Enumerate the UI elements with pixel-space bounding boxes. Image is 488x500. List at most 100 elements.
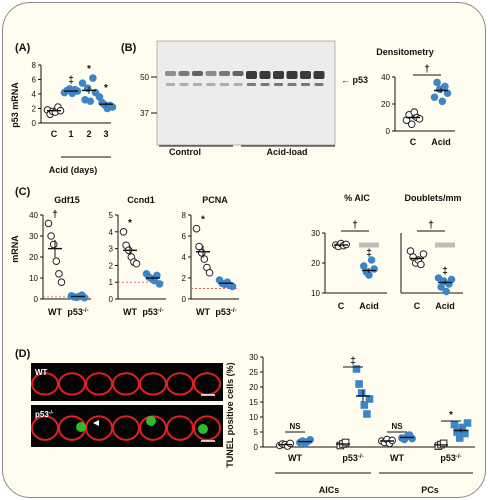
pcna-p53-point bbox=[228, 282, 237, 291]
panel-label-d: (D) bbox=[15, 348, 31, 360]
micrograph-cell bbox=[193, 415, 221, 441]
tunel-y-tick-label: 30 bbox=[249, 353, 258, 362]
ccnd1-x-label-wt: WT bbox=[123, 307, 137, 317]
blot-band bbox=[259, 71, 271, 79]
panel-a-y-tick-label: 4 bbox=[32, 90, 37, 99]
panel-a-y-tick-label: 8 bbox=[32, 61, 37, 70]
doublets-C-point bbox=[417, 260, 425, 269]
densitometry-y-tick-label: 40 bbox=[381, 73, 390, 82]
tunel-significance-label: * bbox=[449, 410, 453, 421]
gdf15-x-label-ko: p53-/- bbox=[67, 307, 88, 317]
gdf15-WT-point bbox=[57, 278, 66, 287]
blot-band-lower bbox=[233, 83, 243, 86]
pcna-title: PCNA bbox=[202, 195, 228, 205]
micrograph-tunel-nucleus bbox=[198, 424, 208, 434]
tunel-x-label-ko: p53-/- bbox=[440, 453, 461, 463]
doublets-title: Doublets/mm bbox=[404, 193, 461, 203]
gdf15-WT-point bbox=[44, 219, 53, 228]
tunel-PCs-p53-Acid-point bbox=[463, 419, 472, 427]
aic-x-tick-label: Acid bbox=[359, 301, 379, 311]
aic-marker-top: † bbox=[352, 220, 358, 231]
blot-label-p53: ← p53 bbox=[341, 75, 368, 85]
pcna-WT-point bbox=[192, 224, 201, 233]
gdf15-WT-point bbox=[55, 270, 63, 278]
blot-band-lower bbox=[260, 83, 270, 86]
tunel-y-tick-label: 15 bbox=[249, 398, 258, 407]
pcna-y-tick-label: 0 bbox=[182, 295, 187, 304]
ccnd1-y-tick-label: 5 bbox=[109, 211, 114, 220]
tunel-y-tick-label: 25 bbox=[249, 368, 258, 377]
pcna-marker: * bbox=[201, 215, 205, 226]
tunel-x-label-wt: WT bbox=[390, 453, 404, 463]
pcna-x-label-wt: WT bbox=[196, 307, 210, 317]
doublets-marker-acid: ‡ bbox=[442, 266, 448, 277]
micrograph-label-ko: p53-/- bbox=[35, 410, 54, 419]
aic-marker-acid: ‡ bbox=[366, 248, 372, 259]
aic-Acid-point bbox=[370, 265, 379, 273]
blot-band-lower bbox=[274, 83, 283, 86]
micrograph-tunel-nucleus bbox=[146, 416, 156, 426]
aic-wt-reference-bar bbox=[359, 242, 379, 248]
pcna-y-tick-label: 2 bbox=[182, 274, 187, 283]
blot-band bbox=[246, 71, 257, 79]
pcna-y-tick-label: 4 bbox=[182, 253, 187, 262]
blot-band bbox=[300, 71, 311, 79]
densitometry-y-tick-label: 0 bbox=[386, 127, 391, 136]
gdf15-WT-point bbox=[47, 232, 55, 240]
pcna-y-tick-label: 8 bbox=[182, 211, 187, 220]
blot-band bbox=[178, 71, 190, 76]
densitometry-y-tick-label: 20 bbox=[381, 100, 390, 109]
blot-band bbox=[205, 71, 217, 76]
panel-a-2-point bbox=[78, 79, 87, 87]
blot-mw-50: 50 bbox=[140, 73, 149, 82]
tunel-PCs-WT-Acid-point bbox=[408, 434, 417, 443]
blot-membrane bbox=[156, 40, 336, 146]
blot-band bbox=[273, 71, 284, 79]
ccnd1-y-tick-label: 1 bbox=[109, 278, 114, 287]
panel-label-c: (C) bbox=[15, 186, 31, 198]
panel-a-ylabel: p53 mRNA bbox=[10, 82, 20, 128]
tunel-PCs-p53-C-point bbox=[439, 439, 448, 448]
tunel-significance-label: NS bbox=[289, 422, 301, 431]
pcna-WT-point bbox=[205, 268, 214, 277]
gdf15-y-tick-label: 40 bbox=[29, 211, 38, 220]
densitometry-x-tick-label: C bbox=[410, 137, 417, 147]
tunel-significance-label: ‡ bbox=[350, 356, 356, 367]
tunel-AICs-p53-Acid-point bbox=[360, 401, 369, 409]
ccnd1-y-tick-label: 3 bbox=[109, 245, 114, 254]
gdf15-p53-point bbox=[80, 293, 89, 302]
tunel-group-aics: AICs bbox=[319, 485, 340, 495]
blot-band-lower bbox=[179, 83, 189, 86]
blot-band bbox=[286, 71, 298, 79]
pcna-y-tick-label: 6 bbox=[182, 232, 187, 241]
panel-a-significance-marker: * bbox=[87, 64, 91, 75]
tunel-AICs-WT-C-point bbox=[286, 439, 295, 448]
gdf15-WT-point bbox=[49, 240, 58, 249]
panel-a-x-tick-label: C bbox=[51, 129, 58, 139]
ccnd1-WT-point bbox=[119, 228, 128, 236]
densitometry-C-point bbox=[415, 115, 424, 123]
panel-a-xlabel: Acid (days) bbox=[49, 165, 98, 175]
doublets-wt-reference-bar bbox=[435, 242, 455, 248]
ccnd1-x-label-ko: p53-/- bbox=[142, 307, 163, 317]
blot-band-lower bbox=[314, 83, 324, 86]
panel-a-2-point bbox=[89, 74, 97, 82]
figure-canvas: (A) (B) (C) (D) p53 mRNA Acid (days) Con… bbox=[10, 40, 475, 495]
gdf15-y-tick-label: 20 bbox=[29, 253, 38, 262]
micrograph-label-wt: WT bbox=[35, 368, 48, 377]
panel-c-ylabel: mRNA bbox=[10, 235, 20, 263]
tunel-significance-label: NS bbox=[391, 422, 403, 431]
pcna-WT-point bbox=[200, 255, 209, 263]
tunel-x-label-ko: p53-/- bbox=[342, 453, 363, 463]
tunel-y-tick-label: 10 bbox=[249, 413, 258, 422]
panel-a-significance-marker: ‡ bbox=[68, 75, 74, 86]
gdf15-marker: † bbox=[52, 209, 58, 220]
doublets-C-point bbox=[419, 250, 428, 258]
blot-label-acidload: Acid-load bbox=[266, 147, 307, 157]
ccnd1-y-tick-label: 0 bbox=[109, 295, 114, 304]
tunel-y-tick-label: 5 bbox=[254, 428, 259, 437]
ccnd1-p53-point bbox=[155, 280, 164, 288]
tunel-y-tick-label: 0 bbox=[254, 443, 259, 452]
